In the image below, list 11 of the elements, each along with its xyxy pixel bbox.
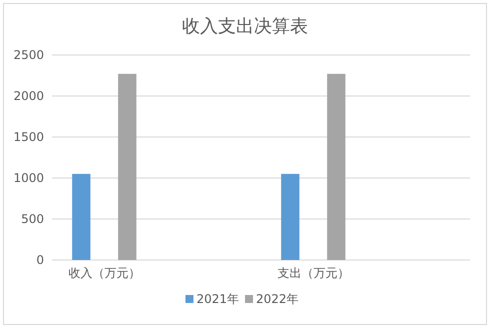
y-tick-label: 1000 bbox=[13, 171, 44, 185]
y-tick-label: 500 bbox=[21, 212, 44, 226]
y-tick-label: 1500 bbox=[13, 130, 44, 144]
chart-title: 收入支出决算表 bbox=[182, 16, 308, 37]
x-tick-label: 支出（万元） bbox=[277, 266, 350, 280]
y-tick-label: 2000 bbox=[13, 89, 44, 103]
legend-label: 2021年 bbox=[196, 292, 239, 306]
y-tick-label: 0 bbox=[36, 253, 44, 267]
legend-label: 2022年 bbox=[256, 292, 299, 306]
y-tick-label: 2500 bbox=[13, 48, 44, 62]
x-tick-label: 收入（万元） bbox=[68, 266, 140, 280]
